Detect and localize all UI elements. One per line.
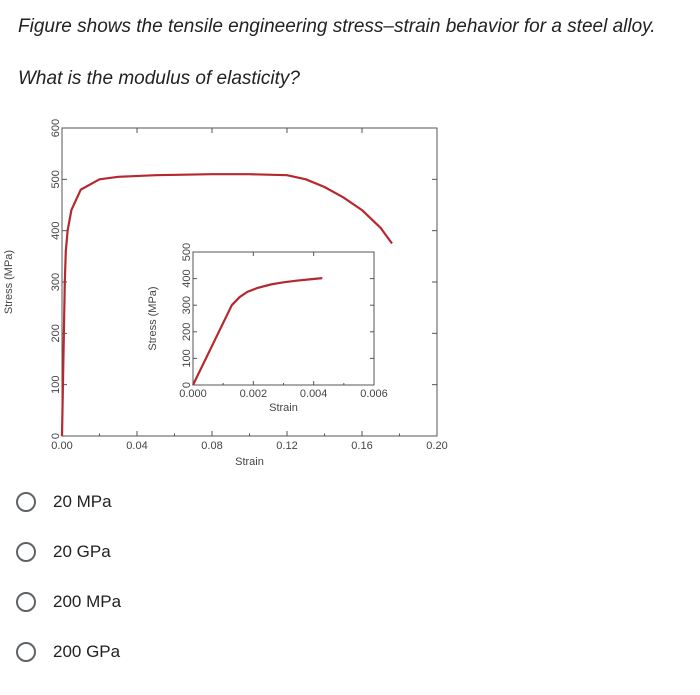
x-tick-label: 0.16 <box>351 440 372 452</box>
stress-strain-figure: 0.00 0.04 0.08 0.12 0.16 0.20 0 100 200 300 400 500… <box>3 119 448 468</box>
inset-chart: 0.000 0.002 0.004 0.006 0 100 200 300 400 500 Stra… <box>147 243 388 414</box>
radio-button[interactable] <box>16 642 36 662</box>
y-tick-label: 0 <box>181 382 193 388</box>
main-chart: 0.00 0.04 0.08 0.12 0.16 0.20 0 100 200 300 400 500… <box>3 119 448 468</box>
radio-button[interactable] <box>16 592 36 612</box>
x-tick-label: 0.08 <box>201 440 222 452</box>
y-tick-label: 600 <box>50 119 62 137</box>
y-tick-label: 100 <box>181 349 193 367</box>
option-label: 20 MPa <box>53 492 112 511</box>
y-tick-label: 400 <box>50 221 62 239</box>
y-tick-label: 200 <box>50 324 62 342</box>
y-tick-label: 300 <box>50 273 62 291</box>
question-prompt: What is the modulus of elasticity? <box>18 68 300 89</box>
option-20-mpa[interactable]: 20 MPa <box>16 477 121 527</box>
x-tick-label: 0.004 <box>300 388 328 400</box>
x-axis-label: Strain <box>269 402 298 414</box>
x-tick-label: 0.002 <box>240 388 268 400</box>
y-axis-label: Stress (MPa) <box>147 286 159 350</box>
stress-strain-curve <box>192 277 323 386</box>
x-tick-label: 0.00 <box>51 440 72 452</box>
x-tick-label: 0.04 <box>126 440 147 452</box>
x-axis-label: Strain <box>235 456 264 468</box>
y-tick-label: 300 <box>181 296 193 314</box>
y-tick-label: 100 <box>50 375 62 393</box>
option-20-gpa[interactable]: 20 GPa <box>16 527 121 577</box>
plot-frame <box>192 251 375 386</box>
answer-options: 20 MPa 20 GPa 200 MPa 200 GPa <box>16 477 121 677</box>
y-axis-label: Stress (MPa) <box>3 250 15 314</box>
option-label: 20 GPa <box>53 542 111 561</box>
question-text: Figure shows the tensile engineering str… <box>18 16 656 37</box>
option-label: 200 GPa <box>53 642 121 661</box>
x-tick-label: 0.20 <box>426 440 447 452</box>
x-tick-label: 0.000 <box>179 388 207 400</box>
x-tick-label: 0.12 <box>276 440 297 452</box>
x-tick-label: 0.006 <box>360 388 388 400</box>
y-tick-label: 0 <box>50 433 62 439</box>
radio-button[interactable] <box>16 542 36 562</box>
option-200-mpa[interactable]: 200 MPa <box>16 577 121 627</box>
option-label: 200 MPa <box>53 592 122 611</box>
y-tick-label: 200 <box>181 323 193 341</box>
y-tick-label: 400 <box>181 269 193 287</box>
y-tick-label: 500 <box>50 170 62 188</box>
option-200-gpa[interactable]: 200 GPa <box>16 627 121 677</box>
stress-strain-curve <box>60 173 393 437</box>
y-tick-label: 500 <box>181 243 193 261</box>
radio-button[interactable] <box>16 492 36 512</box>
